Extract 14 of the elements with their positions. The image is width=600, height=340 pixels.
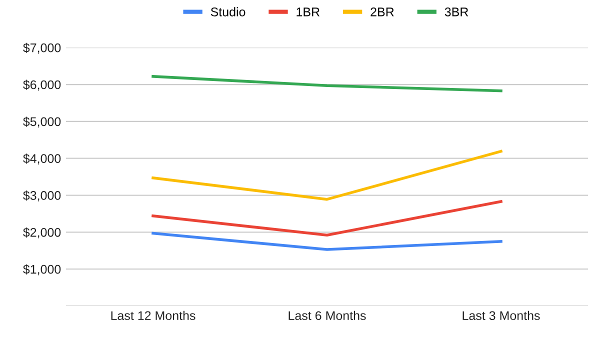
y-tick-label: $7,000 xyxy=(23,42,61,54)
y-tick-label: $2,000 xyxy=(23,227,61,238)
y-tick-label: $6,000 xyxy=(23,80,61,91)
x-tick-label: Last 6 Months xyxy=(288,310,366,320)
legend-label: Studio xyxy=(210,7,246,16)
legend-label: 1BR xyxy=(296,8,320,16)
y-tick-label: $3,000 xyxy=(23,190,61,202)
legend-label: 2BR xyxy=(370,8,394,16)
y-tick-label: $5,000 xyxy=(23,116,61,128)
y-tick-label: $1,000 xyxy=(23,264,61,276)
legend-label: 3BR xyxy=(444,8,468,16)
x-tick-label: Last 12 Months xyxy=(111,310,196,320)
y-tick-label: $4,000 xyxy=(23,154,61,164)
x-tick-label: Last 3 Months xyxy=(462,310,540,320)
